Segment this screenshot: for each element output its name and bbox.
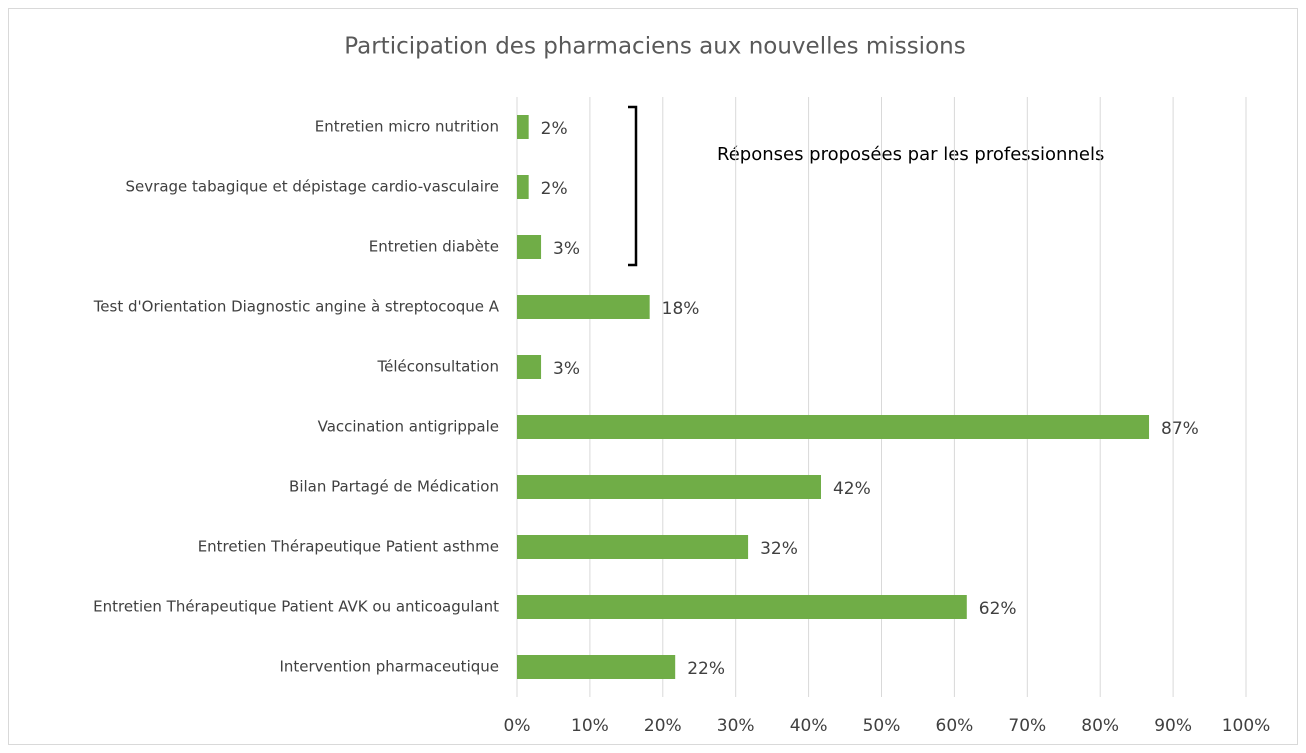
annotation: Réponses proposées par les professionnel…	[717, 144, 1104, 165]
bar	[517, 295, 650, 319]
y-tick-label: Sevrage tabagique et dépistage cardio-va…	[126, 178, 499, 196]
bar	[517, 655, 676, 679]
x-tick-label: 0%	[504, 716, 531, 736]
x-tick-label: 100%	[1222, 716, 1271, 736]
x-tick-label: 50%	[863, 716, 901, 736]
x-tick-label: 80%	[1081, 716, 1119, 736]
x-tick-label: 90%	[1154, 716, 1192, 736]
x-tick-label: 60%	[936, 716, 974, 736]
bar	[517, 535, 749, 559]
bar	[517, 115, 529, 139]
y-tick-label: Entretien Thérapeutique Patient asthme	[198, 538, 499, 556]
x-tick-label: 70%	[1008, 716, 1046, 736]
y-tick-label: Téléconsultation	[377, 358, 499, 376]
value-label: 32%	[760, 539, 798, 559]
bar	[517, 235, 542, 259]
value-label: 42%	[833, 479, 871, 499]
x-tick-label: 20%	[644, 716, 682, 736]
bar	[517, 175, 529, 199]
x-tick-label: 40%	[790, 716, 828, 736]
y-tick-label: Vaccination antigrippale	[318, 418, 499, 436]
bracket	[628, 105, 638, 267]
x-tick-label: 10%	[571, 716, 609, 736]
value-label: 3%	[553, 239, 580, 259]
value-label: 2%	[541, 179, 568, 199]
bar	[517, 475, 821, 499]
value-label: 3%	[553, 359, 580, 379]
chart-border	[8, 8, 1298, 745]
value-label: 2%	[541, 119, 568, 139]
bar	[517, 355, 542, 379]
y-tick-label: Entretien diabète	[369, 238, 499, 256]
y-tick-label: Entretien micro nutrition	[315, 118, 499, 136]
y-tick-label: Test d'Orientation Diagnostic angine à s…	[93, 298, 500, 316]
y-tick-label: Intervention pharmaceutique	[279, 658, 499, 676]
y-tick-label: Entretien Thérapeutique Patient AVK ou a…	[93, 598, 499, 616]
value-label: 62%	[979, 599, 1017, 619]
y-tick-label: Bilan Partagé de Médication	[289, 478, 499, 496]
chart-title: Participation des pharmaciens aux nouvel…	[344, 34, 965, 60]
value-label: 18%	[662, 299, 700, 319]
value-label: 22%	[687, 659, 725, 679]
bar	[517, 415, 1150, 439]
value-label: 87%	[1161, 419, 1199, 439]
bar	[517, 595, 967, 619]
x-tick-label: 30%	[717, 716, 755, 736]
